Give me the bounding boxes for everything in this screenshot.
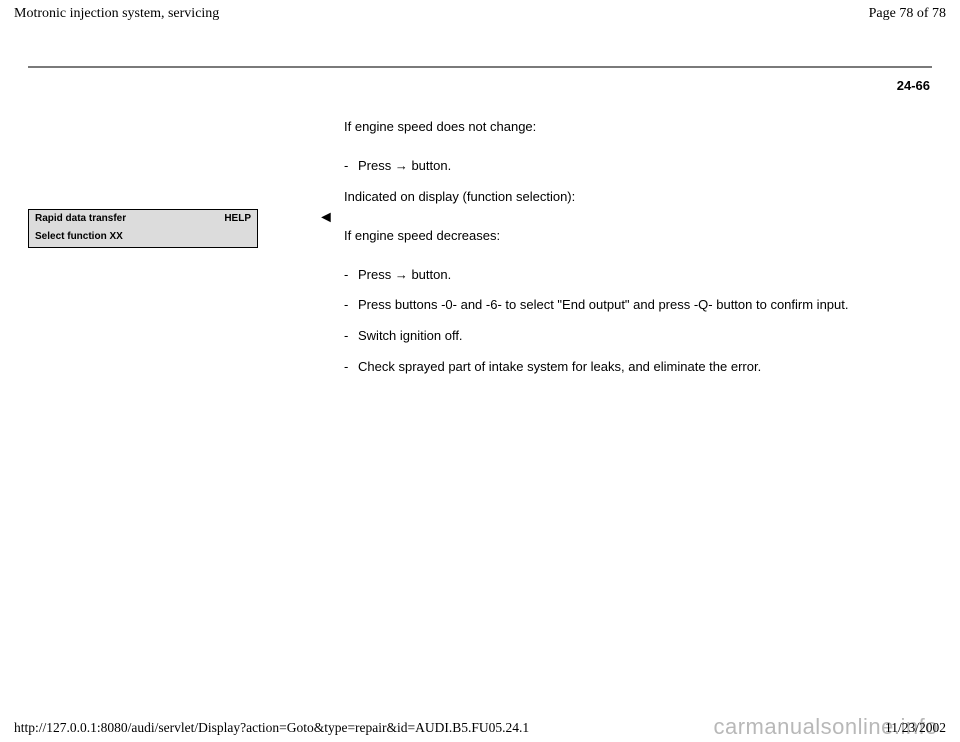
body-text: If engine speed decreases:: [344, 228, 932, 245]
left-column: Rapid data transfer HELP Select function…: [28, 119, 318, 248]
section-number: 24-66: [28, 78, 932, 93]
list-item: - Press → button.: [344, 158, 932, 175]
right-column: If engine speed does not change: - Press…: [344, 119, 932, 390]
body-text: Indicated on display (function selection…: [344, 189, 932, 206]
list-text: Press buttons -0- and -6- to select "End…: [358, 297, 932, 314]
display-text: Rapid data transfer: [35, 213, 126, 225]
footer-date: 11/23/2002: [885, 720, 946, 736]
list-text: Check sprayed part of intake system for …: [358, 359, 932, 376]
two-column-layout: Rapid data transfer HELP Select function…: [28, 119, 932, 390]
text-part: Press: [358, 267, 395, 282]
text-part: Press: [358, 158, 395, 173]
list-dash: -: [344, 267, 358, 284]
display-text: HELP: [224, 213, 251, 225]
page-footer: http://127.0.0.1:8080/audi/servlet/Displ…: [0, 720, 960, 738]
arrow-right-icon: →: [395, 158, 408, 173]
list-text: Press → button.: [358, 267, 932, 284]
list-dash: -: [344, 158, 358, 175]
top-rule: [28, 66, 932, 68]
header-title: Motronic injection system, servicing: [14, 6, 219, 22]
display-row-1: Rapid data transfer HELP: [29, 210, 257, 228]
display-row-2: Select function XX: [29, 228, 257, 247]
list-dash: -: [344, 297, 358, 314]
text-part: button.: [408, 158, 451, 173]
list-item: - Check sprayed part of intake system fo…: [344, 359, 932, 376]
body-text: If engine speed does not change:: [344, 119, 932, 136]
list-dash: -: [344, 359, 358, 376]
list-text: Switch ignition off.: [358, 328, 932, 345]
footer-url: http://127.0.0.1:8080/audi/servlet/Displ…: [14, 720, 529, 736]
arrow-right-icon: →: [395, 267, 408, 282]
list-item: - Press buttons -0- and -6- to select "E…: [344, 297, 932, 314]
list-item: - Press → button.: [344, 267, 932, 284]
list-item: - Switch ignition off.: [344, 328, 932, 345]
pointer-arrow-col: ◄: [318, 119, 344, 227]
display-box: Rapid data transfer HELP Select function…: [28, 209, 258, 248]
list-text: Press → button.: [358, 158, 932, 175]
display-text: Select function XX: [35, 231, 123, 243]
text-part: button.: [408, 267, 451, 282]
header-page: Page 78 of 78: [869, 6, 946, 22]
pointer-left-icon: ◄: [318, 209, 334, 226]
list-dash: -: [344, 328, 358, 345]
page-header: Motronic injection system, servicing Pag…: [0, 0, 960, 26]
content: 24-66 Rapid data transfer HELP Select fu…: [0, 66, 960, 390]
